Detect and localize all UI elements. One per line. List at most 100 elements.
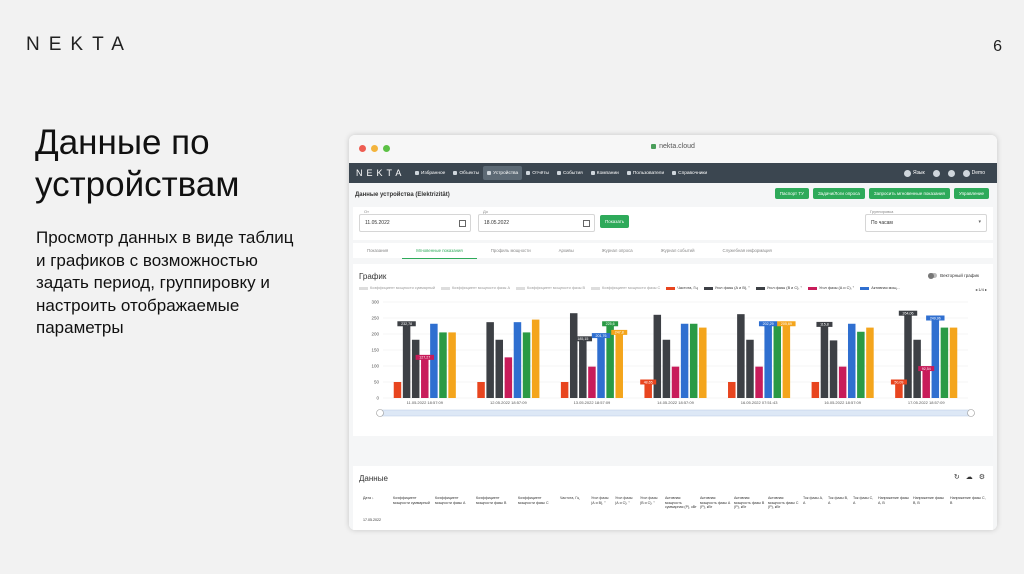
column-header[interactable]: Активная мощность суммарная (P), кВт bbox=[665, 496, 697, 509]
close-dot-icon[interactable] bbox=[359, 145, 366, 152]
nav-item-reports[interactable]: Отчёты bbox=[522, 166, 553, 180]
column-header[interactable]: Активная мощность фазы А (P), кВт bbox=[700, 496, 731, 509]
nav-item-users[interactable]: Пользователи bbox=[623, 166, 668, 180]
tab-instant-readings[interactable]: Мгновенные показания bbox=[402, 243, 477, 259]
chart-card: График Векторный график Коэффициент мощн… bbox=[353, 264, 993, 436]
control-button[interactable]: Управление bbox=[953, 188, 989, 199]
range-handle-right[interactable] bbox=[967, 409, 975, 417]
bell-icon[interactable] bbox=[947, 169, 955, 177]
chart-bar bbox=[588, 366, 596, 398]
tab-power-profile[interactable]: Профиль мощности bbox=[490, 248, 531, 253]
user-name: Demo bbox=[971, 170, 985, 176]
column-header[interactable]: Напряжение фазы С, В bbox=[950, 496, 986, 505]
nav-item-companies[interactable]: Компании bbox=[587, 166, 623, 180]
column-header[interactable]: Дата ↓ bbox=[363, 496, 374, 500]
toggle-label: Векторный график bbox=[940, 273, 979, 278]
header-right: Язык Demo bbox=[903, 163, 985, 183]
request-instant-button[interactable]: Запросить мгновенные показания bbox=[868, 188, 950, 199]
column-header[interactable]: Ток фазы С, А bbox=[853, 496, 874, 505]
grouping-select[interactable]: Группировка По часам ▾ bbox=[865, 209, 987, 232]
toggle-switch[interactable] bbox=[928, 272, 938, 279]
nav-item-devices[interactable]: Устройства bbox=[483, 166, 523, 180]
date-from-field[interactable]: От 11.05.2022 bbox=[359, 209, 471, 232]
legend-item[interactable]: Активная мощ... bbox=[860, 286, 900, 290]
address-bar[interactable]: nekta.cloud bbox=[349, 143, 997, 150]
show-button[interactable]: Показать bbox=[600, 215, 630, 228]
legend-item[interactable]: Угол фазы (А и В), ° bbox=[703, 286, 750, 290]
chart-bar bbox=[913, 339, 921, 398]
data-label: 202,29 bbox=[763, 322, 774, 326]
column-header[interactable]: Угол фазы (А и С), ° bbox=[615, 496, 633, 505]
chart-bar bbox=[569, 313, 578, 398]
legend-item[interactable]: Угол фазы (В и С), ° bbox=[755, 286, 802, 290]
nav-item-favorites[interactable]: Избранное bbox=[411, 166, 449, 180]
help-icon[interactable] bbox=[932, 169, 940, 177]
calendar-icon[interactable] bbox=[459, 220, 466, 227]
legend-item[interactable]: Коэффициент мощности фазы В bbox=[516, 286, 585, 290]
range-handle-left[interactable] bbox=[376, 409, 384, 417]
chart-bar bbox=[393, 382, 402, 398]
legend-pager[interactable]: ◂ 1/4 ▸ bbox=[975, 287, 987, 292]
legend-swatch bbox=[666, 286, 676, 290]
column-header[interactable]: Активная мощность фазы С (P), кВт bbox=[768, 496, 799, 509]
column-header[interactable]: Активная мощность фазы В (P), кВт bbox=[734, 496, 765, 509]
column-header[interactable]: Коэффициент мощности фазы С bbox=[518, 496, 549, 505]
minimize-dot-icon[interactable] bbox=[371, 145, 378, 152]
tasks-logs-button[interactable]: Задачи/Логи опроса bbox=[812, 188, 865, 199]
legend-swatch bbox=[807, 286, 817, 290]
gear-icon[interactable]: ⚙ bbox=[978, 474, 985, 481]
tab-service-info[interactable]: Служебная информация bbox=[722, 248, 772, 253]
column-header[interactable]: Частота, Гц bbox=[560, 496, 580, 500]
user-menu[interactable]: Demo bbox=[962, 169, 985, 177]
tab-event-log[interactable]: Журнал событий bbox=[660, 248, 695, 253]
x-tick-label: 17.05.2022 18:57:09 bbox=[908, 400, 945, 405]
nav-item-objects[interactable]: Объекты bbox=[449, 166, 483, 180]
column-header[interactable]: Коэффициент мощности суммарный bbox=[393, 496, 430, 505]
column-header[interactable]: Коэффициент мощности фазы В bbox=[476, 496, 507, 505]
maximize-dot-icon[interactable] bbox=[383, 145, 390, 152]
tab-poll-log[interactable]: Журнал опроса bbox=[601, 248, 633, 253]
column-header[interactable]: Ток фазы А, А bbox=[803, 496, 824, 505]
chart-bar bbox=[671, 366, 680, 398]
vector-chart-toggle[interactable]: Векторный график bbox=[928, 272, 979, 279]
column-header[interactable]: Угол фазы (А и В), ° bbox=[591, 496, 609, 505]
range-slider[interactable] bbox=[378, 409, 973, 417]
data-label-bg bbox=[415, 354, 434, 360]
main-nav: Избранное Объекты Устройства Отчёты Собы… bbox=[411, 163, 711, 183]
column-header[interactable]: Коэффициент мощности фазы А bbox=[435, 496, 466, 505]
passport-button[interactable]: Паспорт ТУ bbox=[774, 188, 809, 199]
nav-item-events[interactable]: События bbox=[553, 166, 587, 180]
data-label: 249,96 bbox=[930, 316, 941, 320]
nav-item-directories[interactable]: Справочники bbox=[668, 166, 711, 180]
chart-bar bbox=[949, 327, 958, 398]
tab-readings[interactable]: Показания bbox=[367, 248, 389, 253]
column-header[interactable]: Напряжение фазы А, В bbox=[878, 496, 909, 505]
slide-description: Просмотр данных в виде таблиц и графиков… bbox=[36, 227, 336, 340]
data-label: 185,15 bbox=[577, 337, 588, 341]
legend-item[interactable]: Коэффициент мощности фазы С bbox=[591, 286, 660, 290]
column-header[interactable]: Напряжение фазы В, В bbox=[913, 496, 944, 505]
legend-item[interactable]: Коэффициент мощности фазы А bbox=[440, 286, 510, 290]
x-tick-label: 16.05.2022 07:51:43 bbox=[741, 400, 778, 405]
app-logo[interactable]: NEKTA bbox=[356, 168, 406, 178]
cloud-download-icon[interactable]: ☁ bbox=[965, 474, 973, 481]
refresh-icon[interactable]: ↻ bbox=[953, 474, 960, 481]
language-switch[interactable]: Язык bbox=[903, 169, 925, 177]
chart-bar bbox=[439, 332, 447, 398]
chart-bar bbox=[477, 382, 485, 398]
data-label-bg bbox=[926, 315, 945, 321]
chart-bar bbox=[773, 323, 782, 398]
legend-item[interactable]: Частота, Гц bbox=[666, 286, 698, 290]
nav-label: Компании bbox=[596, 170, 619, 176]
legend-item[interactable]: Угол фазы (А и С), ° bbox=[807, 286, 854, 290]
tab-archives[interactable]: Архивы bbox=[558, 248, 574, 253]
user-icon bbox=[626, 171, 631, 175]
chart-bar bbox=[782, 323, 791, 398]
column-header[interactable]: Угол фазы (В и С), ° bbox=[640, 496, 658, 505]
date-to-field[interactable]: До 18.05.2022 bbox=[478, 209, 595, 232]
legend-label: Активная мощ... bbox=[871, 286, 900, 290]
legend-item[interactable]: Коэффициент мощности суммарный bbox=[359, 286, 435, 290]
column-header[interactable]: Ток фазы В, А bbox=[828, 496, 849, 505]
legend-label: Угол фазы (В и С), ° bbox=[766, 286, 802, 290]
calendar-icon[interactable] bbox=[583, 220, 590, 227]
